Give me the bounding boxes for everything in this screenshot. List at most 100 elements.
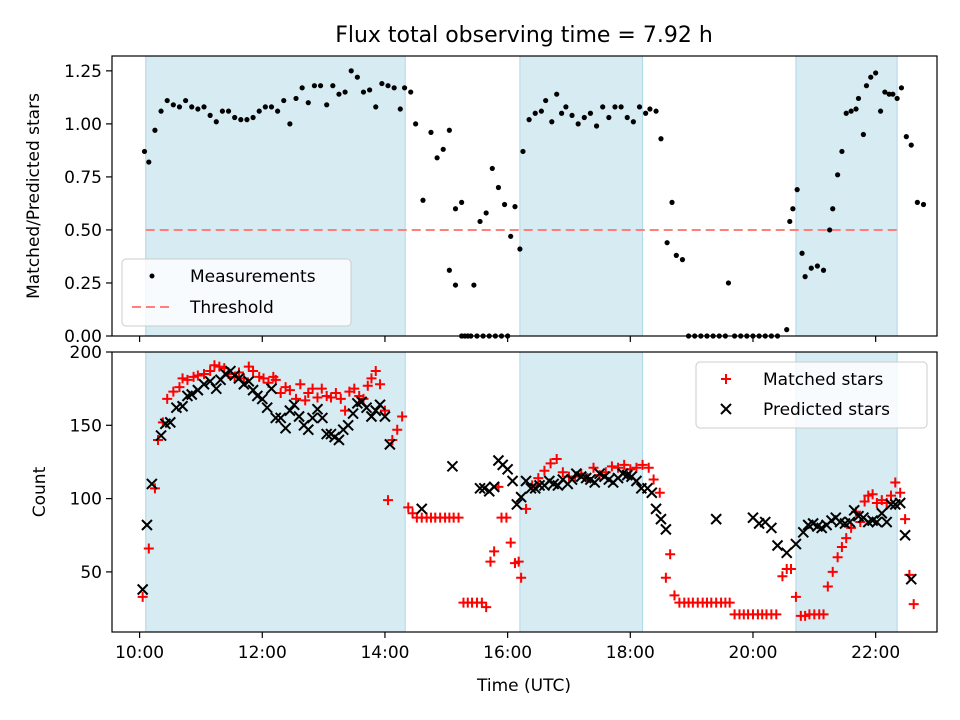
predicted-star-point <box>488 481 500 493</box>
measurement-point <box>446 127 452 133</box>
measurement-point <box>287 121 293 127</box>
measurement-point <box>367 87 373 93</box>
predicted-star-point <box>136 583 149 596</box>
measurement-point <box>440 146 446 152</box>
matched-star-point <box>513 556 524 567</box>
matched-star-point <box>397 411 408 422</box>
matched-star-point <box>867 489 878 500</box>
measurement-point <box>158 108 164 114</box>
measurement-point <box>225 108 232 114</box>
predicted-star-point <box>501 463 514 475</box>
measurement-point <box>908 142 914 148</box>
predicted-star-point <box>302 423 314 436</box>
measurement-point <box>636 104 643 110</box>
top-y-tick-label: 1.00 <box>64 115 102 135</box>
matched-star-point <box>521 503 532 514</box>
measurement-point <box>903 134 909 140</box>
measurement-point <box>784 327 790 333</box>
top-legend-box <box>121 258 352 327</box>
predicted-star-points <box>136 365 917 596</box>
predicted-star-point <box>320 428 333 440</box>
predicted-star-point <box>293 410 305 423</box>
matched-star-point <box>613 462 624 473</box>
matched-star-point <box>557 467 568 478</box>
legend-measurements-marker <box>149 273 155 279</box>
top-y-tick-label: 0.50 <box>64 221 102 241</box>
measurement-point <box>820 267 827 273</box>
measurement-point <box>612 104 618 110</box>
measurement-point <box>477 218 483 225</box>
observing-window-band <box>519 55 644 337</box>
measurement-point <box>877 108 884 114</box>
predicted-star-point <box>333 434 345 446</box>
predicted-star-point <box>525 482 537 495</box>
measurement-point <box>839 148 845 155</box>
measurement-point <box>452 206 459 212</box>
predicted-star-point <box>274 412 287 424</box>
measurement-point <box>827 227 833 233</box>
bottom-x-ticks: 10:00 12:00 14:00 16:00 18:00 20:00 22:00 <box>115 632 900 663</box>
predicted-star-point <box>880 516 893 528</box>
bottom-x-tick-label: 10:00 <box>115 643 164 663</box>
predicted-star-point <box>781 547 793 559</box>
measurement-point <box>559 110 565 116</box>
measurement-point <box>373 104 379 110</box>
measurement-point <box>408 89 414 95</box>
matched-star-point <box>275 388 286 399</box>
matched-star-point <box>214 361 225 372</box>
predicted-star-point <box>797 526 809 539</box>
measurement-point <box>575 121 581 127</box>
measurement-point <box>354 74 360 80</box>
top-y-ticks: 0.00 0.25 0.50 0.75 1.00 1.25 <box>64 62 112 347</box>
top-measurement-points <box>141 68 927 339</box>
predicted-star-point <box>265 382 278 395</box>
predicted-star-point <box>660 523 672 536</box>
matched-star-point <box>669 590 680 601</box>
measurement-point <box>317 83 324 89</box>
legend-predicted-glyph <box>720 403 732 415</box>
legend-matched-marker <box>721 374 731 384</box>
measurement-point <box>868 74 874 80</box>
measurement-point <box>669 199 675 205</box>
predicted-star-point <box>506 475 519 487</box>
matched-star-point <box>648 474 659 485</box>
predicted-star-point <box>446 460 459 473</box>
measurement-point <box>549 119 555 125</box>
figure-title: Flux total observing time = 7.92 h <box>335 23 713 48</box>
matched-star-point <box>192 370 203 381</box>
top-observing-windows <box>145 55 898 337</box>
predicted-star-point <box>885 498 897 511</box>
measurement-point <box>385 83 391 89</box>
predicted-star-point <box>365 410 378 423</box>
predicted-star-point <box>589 476 601 489</box>
measurement-point <box>459 199 465 205</box>
matched-star-point <box>379 405 390 416</box>
predicted-star-point <box>379 410 391 423</box>
measurement-point <box>581 114 587 121</box>
measurement-point <box>920 201 927 208</box>
matched-star-point <box>724 597 735 608</box>
predicted-star-point <box>511 498 523 511</box>
predicted-star-point <box>243 375 255 388</box>
measurement-point <box>207 112 213 118</box>
legend-matched-label: Matched stars <box>763 370 883 390</box>
bottom-x-tick-label: 18:00 <box>606 643 655 663</box>
matched-star-point <box>908 599 919 610</box>
matched-star-point <box>392 424 403 435</box>
predicted-star-point <box>270 412 282 424</box>
matched-star-point <box>366 373 377 384</box>
bottom-axes-frame <box>111 351 938 633</box>
measurement-point <box>219 108 226 114</box>
matched-star-point <box>890 477 901 488</box>
predicted-star-point <box>474 482 486 495</box>
matched-star-point <box>832 552 843 563</box>
measurement-point <box>434 155 440 161</box>
measurement-point <box>401 85 408 91</box>
measurement-point <box>324 102 330 108</box>
matched-star-point <box>606 461 617 472</box>
measurement-point <box>146 159 152 165</box>
measurement-point <box>446 267 452 273</box>
measurement-point <box>673 252 679 258</box>
measurement-point <box>790 206 796 212</box>
matched-star-point <box>248 366 259 377</box>
